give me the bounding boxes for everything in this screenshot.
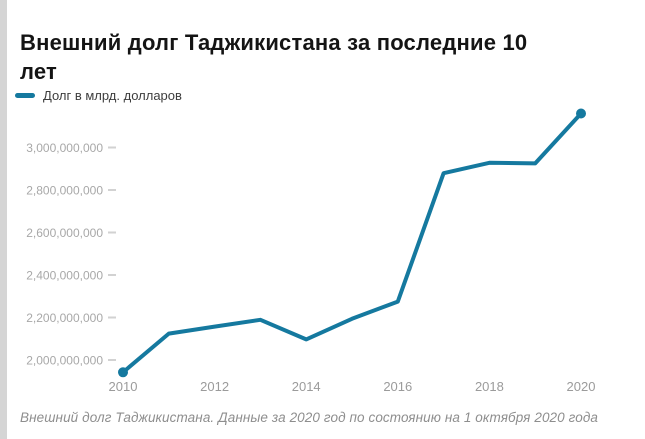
x-axis-tick-label: 2020 bbox=[567, 379, 596, 394]
y-axis-tick-label: 2,800,000,000 bbox=[26, 184, 103, 198]
x-axis-tick-label: 2018 bbox=[475, 379, 504, 394]
y-axis-tick-label: 2,400,000,000 bbox=[26, 269, 103, 283]
legend-label: Долг в млрд. долларов bbox=[43, 88, 182, 103]
series-endpoint-marker bbox=[118, 367, 128, 378]
y-axis-tick-label: 3,000,000,000 bbox=[26, 141, 103, 155]
left-edge-strip bbox=[0, 0, 7, 439]
chart-title: Внешний долг Таджикистана за последние 1… bbox=[20, 29, 528, 84]
y-axis-tick-label: 2,200,000,000 bbox=[26, 311, 103, 325]
y-axis-tick-label: 2,600,000,000 bbox=[26, 226, 103, 240]
x-axis-tick-label: 2014 bbox=[292, 379, 321, 394]
y-axis-tick-label: 2,000,000,000 bbox=[26, 354, 103, 368]
x-axis-tick-label: 2012 bbox=[200, 379, 229, 394]
x-axis-tick-label: 2010 bbox=[109, 379, 138, 394]
x-axis-tick-label: 2016 bbox=[383, 379, 412, 394]
legend-line-swatch-icon bbox=[15, 93, 35, 98]
source-caption: Внешний долг Таджикистана. Данные за 202… bbox=[20, 410, 598, 425]
legend: Долг в млрд. долларов bbox=[15, 88, 182, 103]
series-endpoint-marker bbox=[576, 108, 586, 119]
debt-line-series bbox=[121, 111, 583, 375]
